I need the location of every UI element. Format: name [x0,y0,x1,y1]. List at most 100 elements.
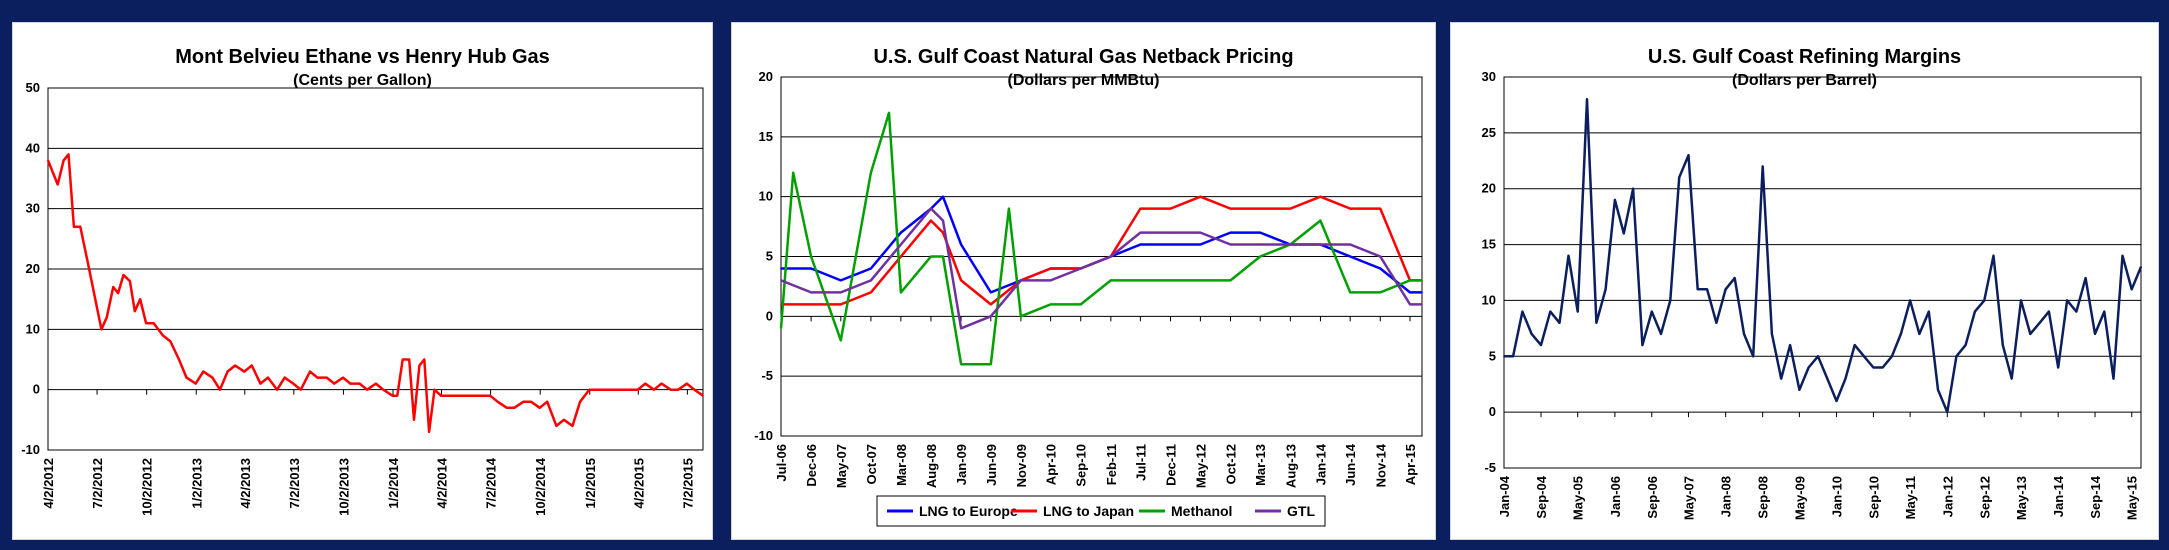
data-point [401,358,404,361]
data-point [555,424,558,427]
data-point [226,370,229,373]
data-point [112,286,115,288]
data-point [1835,400,1838,402]
data-point [1909,299,1912,302]
x-tick-label: 10/2/2014 [533,457,548,516]
data-point [139,298,142,301]
data-point [1669,299,1672,302]
data-point [636,388,639,391]
data-point [870,171,872,174]
x-tick-label: Aug-08 [924,444,939,488]
x-tick-label: Nov-14 [1373,443,1388,487]
plot-area [47,87,704,451]
data-point [899,255,902,258]
data-point [1733,277,1736,279]
data-point [133,310,136,313]
data-point [1139,279,1142,282]
data-point [299,388,302,391]
data-point [1789,344,1792,347]
data-point [1289,207,1292,210]
data-point [472,394,475,397]
data-point [1964,344,1967,347]
data-point [644,382,647,385]
data-point [250,364,253,367]
y-tick-label: -10 [21,442,40,457]
plot-area [1503,76,2142,469]
data-point [145,322,148,325]
data-point [1319,195,1322,198]
x-tick-label: Jan-10 [1830,476,1845,517]
data-point [888,112,890,114]
data-point [702,394,704,397]
data-point [2084,277,2087,279]
data-point [780,303,782,306]
ethane-chart: Mont Belvieu Ethane vs Henry Hub Gas (Cen… [21,46,704,516]
data-point [1530,333,1533,335]
data-point [408,358,411,361]
data-point [1319,219,1322,222]
data-point [243,370,246,373]
x-tick-label: Jan-04 [1497,475,1512,517]
series-line [779,111,1422,366]
x-tick-label: Sep-10 [1074,444,1089,487]
data-point [2121,254,2124,257]
data-point [1139,207,1142,210]
y-tick-label: 10 [759,189,773,204]
x-tick-label: 7/2/2015 [680,458,695,509]
data-point [1349,291,1352,294]
data-point [1421,291,1423,294]
data-point [1049,267,1052,270]
data-point [396,394,399,397]
data-point [366,388,369,391]
x-tick-label: 10/2/2012 [140,458,155,516]
data-point [463,394,466,397]
data-point [1079,267,1082,270]
x-tick-label: 10/2/2013 [336,458,351,516]
y-tick-label: -10 [754,428,773,443]
data-point [489,394,491,397]
data-point [1595,321,1598,324]
data-point [129,280,131,282]
data-point [185,376,188,379]
data-point [202,370,205,373]
refining-chart: U.S. Gulf Coast Refining Margins (Dollars… [1482,46,2143,520]
plot-area [780,76,1423,437]
x-tick-label: Sep-08 [1756,476,1771,519]
data-point [2103,310,2106,313]
data-point [95,304,98,307]
data-point [839,291,842,294]
data-point [1604,288,1607,291]
series-line [1504,98,2143,414]
data-point [2038,321,2041,324]
data-point [989,363,992,366]
data-point [358,382,361,385]
data-point [1512,355,1515,358]
data-point [1955,355,1958,358]
x-tick-label: Jan-14 [1313,443,1328,485]
data-point [456,394,459,397]
x-tick-label: Mar-13 [1253,444,1268,486]
y-tick-label: 40 [26,140,40,155]
data-point [480,394,483,397]
data-point [382,388,385,391]
y-tick-label: 20 [759,69,773,84]
y-tick-label: 20 [26,261,40,276]
x-tick-label: Jun-09 [984,444,999,486]
data-point [1319,243,1322,246]
data-point [2066,299,2069,302]
data-point [1743,333,1745,335]
x-tick-label: Jul-11 [1133,444,1148,481]
data-point [2010,377,2013,380]
data-point [194,382,197,385]
data-point [374,382,377,385]
data-point [418,364,421,367]
data-point [117,292,119,295]
legend-label: LNG to Europe [919,503,1018,519]
data-point [2075,310,2078,313]
x-tick-label: 1/2/2014 [386,457,401,508]
data-point [571,424,574,427]
data-point [839,303,842,306]
data-point [56,183,59,186]
data-point [1771,333,1773,335]
legend [876,495,1326,527]
